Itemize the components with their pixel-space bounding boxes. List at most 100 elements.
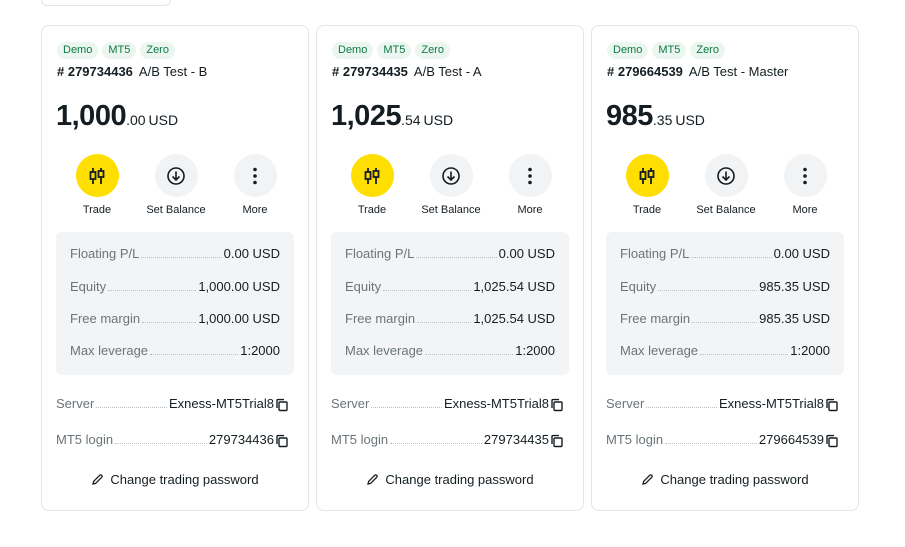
account-balance: 1,000.00 USD (56, 100, 178, 133)
trade-label: Trade (357, 204, 387, 216)
tag-platform: MT5 (652, 42, 687, 59)
trade-button[interactable]: Trade (327, 154, 417, 216)
more-circle[interactable] (508, 154, 552, 197)
equity-label: Equity (70, 279, 107, 294)
max-leverage-row: Max leverage 1:2000 (620, 343, 830, 358)
balance-decimal: .35 (652, 112, 673, 128)
max-leverage-label: Max leverage (620, 343, 699, 358)
free-margin-value: 985.35 USD (759, 311, 830, 326)
copy-icon[interactable] (550, 398, 564, 412)
copy-icon[interactable] (550, 434, 564, 448)
set-balance-label: Set Balance (146, 204, 206, 216)
server-value: Exness-MT5Trial8 (169, 396, 274, 411)
floating-pl-row: Floating P/L 0.00 USD (70, 246, 280, 261)
max-leverage-row: Max leverage 1:2000 (70, 343, 280, 358)
equity-value: 985.35 USD (759, 279, 830, 294)
account-stats: Floating P/L 0.00 USD Equity 1,025.54 USD … (331, 232, 569, 375)
free-margin-value: 1,025.54 USD (473, 311, 555, 326)
account-tags: Demo MT5 Zero (57, 42, 175, 59)
account-balance: 1,025.54 USD (331, 100, 453, 133)
max-leverage-value: 1:2000 (515, 343, 555, 358)
arrow-down-circle-icon (717, 166, 735, 185)
equity-value: 1,025.54 USD (473, 279, 555, 294)
balance-currency: USD (148, 112, 179, 128)
more-button[interactable]: More (760, 154, 850, 216)
more-label: More (242, 204, 268, 216)
account-balance: 985.35 USD (606, 100, 705, 133)
trade-circle[interactable] (350, 154, 394, 197)
trade-circle[interactable] (75, 154, 119, 197)
account-tags: Demo MT5 Zero (607, 42, 725, 59)
candlestick-icon (89, 167, 105, 184)
change-password-label: Change trading password (385, 472, 534, 487)
change-password-label: Change trading password (660, 472, 809, 487)
vertical-dots-icon (528, 167, 532, 184)
leader-dots (425, 344, 514, 355)
more-label: More (792, 204, 818, 216)
more-button[interactable]: More (210, 154, 300, 216)
arrow-down-circle-icon (442, 166, 460, 185)
change-password-button[interactable]: Change trading password (592, 472, 858, 487)
account-name: A/B Test - B (138, 64, 208, 79)
max-leverage-row: Max leverage 1:2000 (345, 343, 555, 358)
account-stats: Floating P/L 0.00 USD Equity 985.35 USD Fr… (606, 232, 844, 375)
server-row: Server Exness-MT5Trial8 (56, 396, 274, 411)
more-circle[interactable] (233, 154, 277, 197)
change-password-button[interactable]: Change trading password (317, 472, 583, 487)
login-value: 279734435 (483, 432, 549, 447)
account-card: Demo MT5 Zero # 279734435 A/B Test - A 1,… (316, 25, 584, 511)
tag-type: Zero (140, 42, 175, 59)
floating-pl-label: Floating P/L (345, 246, 415, 261)
more-button[interactable]: More (485, 154, 575, 216)
free-margin-row: Free margin 1,025.54 USD (345, 311, 555, 326)
copy-icon[interactable] (275, 398, 289, 412)
account-card: Demo MT5 Zero # 279734436 A/B Test - B 1,… (41, 25, 309, 511)
tag-demo: Demo (607, 42, 649, 59)
copy-icon[interactable] (275, 434, 289, 448)
trade-button[interactable]: Trade (52, 154, 142, 216)
set-balance-circle[interactable] (429, 154, 473, 197)
copy-icon[interactable] (825, 434, 839, 448)
account-number: # 279734435 (332, 64, 408, 79)
change-password-button[interactable]: Change trading password (42, 472, 308, 487)
free-margin-row: Free margin 985.35 USD (620, 311, 830, 326)
vertical-dots-icon (803, 167, 807, 184)
balance-decimal: .54 (401, 112, 421, 128)
leader-dots (390, 433, 482, 444)
set-balance-button[interactable]: Set Balance (131, 154, 221, 216)
set-balance-button[interactable]: Set Balance (681, 154, 771, 216)
more-circle[interactable] (783, 154, 827, 197)
floating-pl-label: Floating P/L (70, 246, 140, 261)
set-balance-circle[interactable] (704, 154, 748, 197)
server-label: Server (56, 396, 95, 411)
candlestick-icon (639, 167, 655, 184)
top-partial-element (41, 0, 171, 6)
set-balance-button[interactable]: Set Balance (406, 154, 496, 216)
set-balance-circle[interactable] (154, 154, 198, 197)
balance-decimal: .00 (126, 112, 146, 128)
floating-pl-row: Floating P/L 0.00 USD (345, 246, 555, 261)
balance-integer: 1,000 (56, 100, 127, 132)
tag-type: Zero (690, 42, 725, 59)
floating-pl-value: 0.00 USD (498, 246, 555, 261)
max-leverage-label: Max leverage (70, 343, 149, 358)
leader-dots (692, 312, 758, 323)
set-balance-label: Set Balance (696, 204, 756, 216)
trade-button[interactable]: Trade (602, 154, 692, 216)
login-row: MT5 login 279734435 (331, 432, 549, 447)
equity-row: Equity 1,000.00 USD (70, 279, 280, 294)
tag-platform: MT5 (102, 42, 137, 59)
balance-integer: 1,025 (331, 100, 402, 132)
balance-currency: USD (423, 112, 454, 128)
copy-icon[interactable] (825, 398, 839, 412)
leader-dots (371, 397, 443, 408)
account-cards: Demo MT5 Zero # 279734436 A/B Test - B 1,… (41, 25, 859, 511)
server-row: Server Exness-MT5Trial8 (331, 396, 549, 411)
login-value: 279734436 (208, 432, 274, 447)
leader-dots (658, 280, 758, 291)
account-stats: Floating P/L 0.00 USD Equity 1,000.00 USD … (56, 232, 294, 375)
trade-circle[interactable] (625, 154, 669, 197)
server-value: Exness-MT5Trial8 (444, 396, 549, 411)
vertical-dots-icon (253, 167, 257, 184)
login-value: 279664539 (758, 432, 824, 447)
